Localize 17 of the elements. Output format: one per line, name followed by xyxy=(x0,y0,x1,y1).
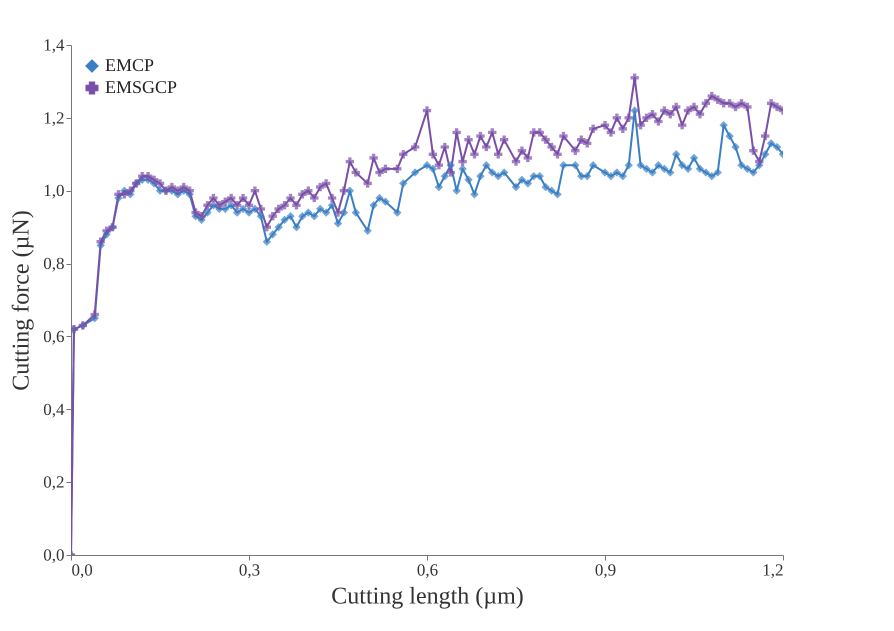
y-tick-label: 1,0 xyxy=(43,181,64,200)
x-tick-label: 0,0 xyxy=(72,560,93,580)
x-tick-label: 0,6 xyxy=(416,560,438,580)
x-tick-label: 0,9 xyxy=(594,560,616,580)
x-axis-title: Cutting length (µm) xyxy=(331,584,524,610)
y-tick-label: 1,4 xyxy=(43,36,65,54)
y-tick-label: 0,6 xyxy=(43,326,64,346)
x-tick-label: 0,3 xyxy=(238,560,260,580)
y-tick-label: 0,2 xyxy=(43,472,64,492)
y-axis-title: Cutting force (µN) xyxy=(8,210,34,391)
y-tick-label: 1,2 xyxy=(43,108,64,128)
y-tick-label: 0,4 xyxy=(43,400,65,419)
x-tick-label: 1,2 xyxy=(762,560,784,580)
y-tick-label: 0,8 xyxy=(43,254,64,274)
legend-label: EMSGCP xyxy=(105,77,178,97)
y-tick-label: 0,0 xyxy=(43,546,64,564)
legend-label: EMCP xyxy=(105,55,154,75)
